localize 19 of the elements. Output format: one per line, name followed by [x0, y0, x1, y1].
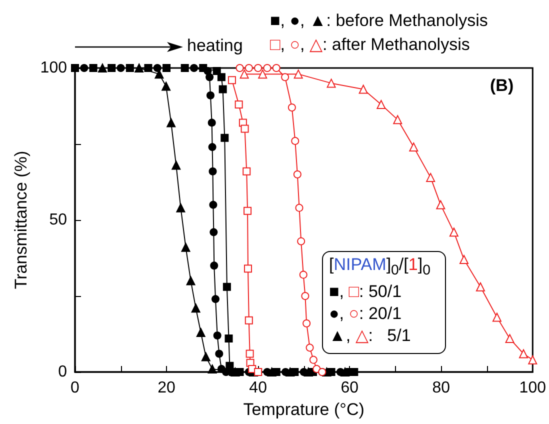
x-tick-label: 20	[158, 380, 176, 396]
annotation: ▲, △: 5/1	[329, 326, 411, 346]
x-tick-label: 40	[249, 380, 268, 396]
x-tick-label: 60	[340, 380, 359, 396]
y-tick-label: 50	[49, 212, 68, 228]
y-tick-label: 100	[40, 60, 68, 76]
annotation: (B)	[490, 76, 514, 96]
annotation: ●, ○: 20/1	[329, 304, 402, 324]
y-tick-label: 0	[58, 364, 68, 380]
text: ■, ●, ▲: before Methanolysis	[270, 11, 488, 30]
text: □, ○, △: after Methanolysis	[270, 35, 470, 54]
x-axis-title: Temprature (°C)	[243, 400, 364, 419]
annotation: ■, □: 50/1	[329, 282, 402, 302]
annotation: [NIPAM]$_{0}$/[1]$_{0}$	[329, 254, 432, 280]
y-axis-title: Transmittance (%)	[11, 150, 30, 290]
text: heating	[187, 36, 243, 56]
x-tick-label: 0	[70, 380, 80, 396]
x-tick-label: 80	[432, 380, 450, 396]
x-tick-label: 100	[519, 380, 546, 396]
